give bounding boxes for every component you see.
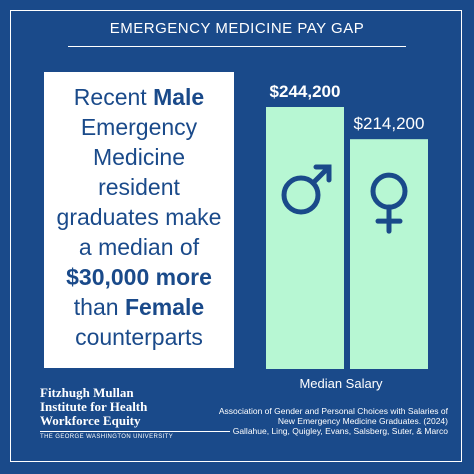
org-name-line-3: Workforce Equity — [40, 413, 141, 428]
title-divider — [68, 46, 406, 47]
message-part-7: counterparts — [75, 324, 203, 350]
message-male: Male — [153, 84, 205, 110]
border-frame — [10, 10, 462, 462]
bar-label-female: $214,200 — [354, 114, 425, 133]
org-name-line-1: Fitzhugh Mullan — [40, 385, 134, 400]
male-symbol-icon — [281, 164, 332, 215]
message-text: Recent Male Emergency Medicine resident … — [44, 72, 234, 362]
message-box: Recent Male Emergency Medicine resident … — [44, 72, 234, 368]
citation-line-3: Gallahue, Ling, Quigley, Evans, Salsberg… — [232, 426, 448, 436]
bar-label-male: $244,200 — [270, 82, 341, 101]
message-part-1: Recent — [73, 84, 154, 110]
message-part-3: Emergency Medicine resident graduates ma… — [56, 114, 222, 260]
message-part-5: than — [73, 294, 125, 320]
citation-line-2: New Emergency Medicine Graduates. (2024) — [277, 416, 448, 426]
org-name-line-2: Institute for Health — [40, 399, 148, 414]
salary-bar-chart: $244,200 $214,200 Median Salary — [266, 82, 428, 391]
message-female: Female — [124, 294, 205, 320]
org-logo: Fitzhugh Mullan Institute for Health Wor… — [40, 386, 230, 440]
female-symbol-icon — [370, 172, 408, 234]
x-axis-label: Median Salary — [299, 376, 383, 391]
citation: Association of Gender and Personal Choic… — [218, 406, 448, 436]
citation-line-1: Association of Gender and Personal Choic… — [218, 406, 448, 416]
bar-male — [266, 107, 344, 369]
org-affiliation: THE GEORGE WASHINGTON UNIVERSITY — [40, 431, 230, 440]
message-amount: $30,000 more — [66, 264, 212, 290]
page-title: EMERGENCY MEDICINE PAY GAP — [109, 20, 365, 37]
